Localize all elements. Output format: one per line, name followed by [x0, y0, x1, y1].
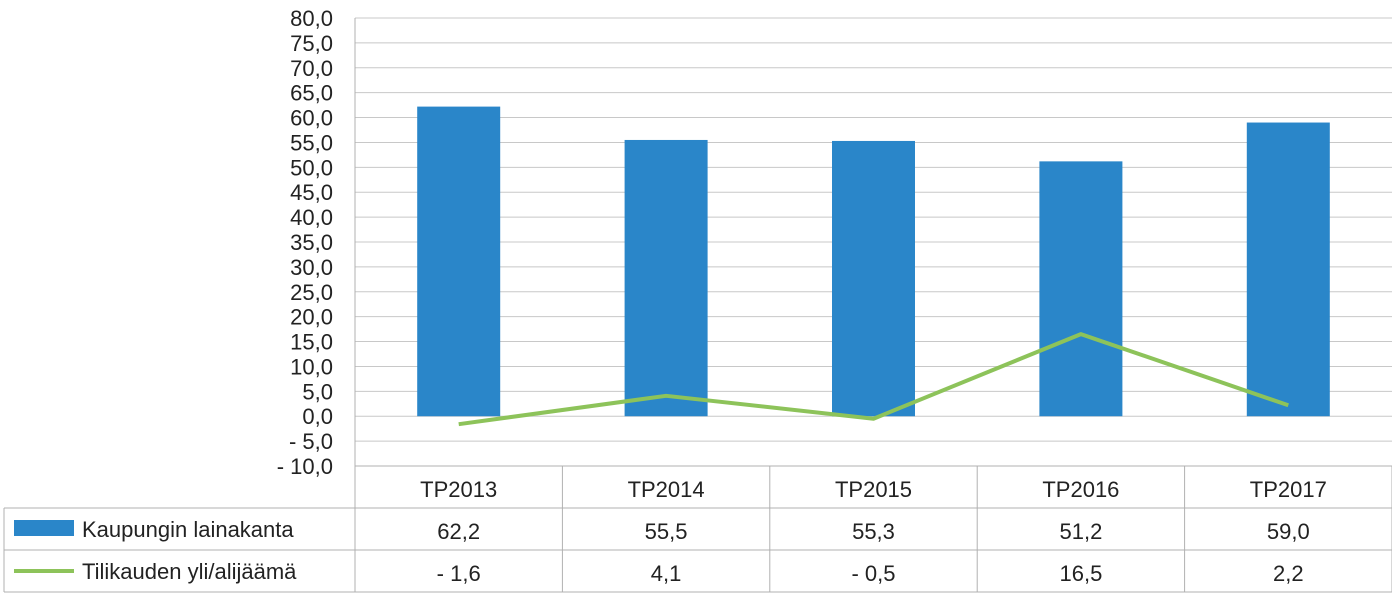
series-line: [458, 332, 1289, 427]
data-label: 4,1: [651, 561, 682, 586]
data-label: 51,2: [1059, 519, 1102, 544]
y-tick-label: 15,0: [290, 330, 333, 355]
data-label: 2,2: [1273, 561, 1304, 586]
category-label: TP2017: [1250, 477, 1327, 502]
y-tick-label: 5,0: [302, 379, 333, 404]
y-tick-label: 10,0: [290, 354, 333, 379]
y-tick-label: 50,0: [290, 155, 333, 180]
y-tick-label: 20,0: [290, 305, 333, 330]
y-tick-label: 80,0: [290, 6, 333, 31]
data-label: - 0,5: [851, 561, 895, 586]
y-tick-label: 65,0: [290, 81, 333, 106]
category-label: TP2016: [1042, 477, 1119, 502]
data-label: 62,2: [437, 519, 480, 544]
bar: [1246, 122, 1330, 417]
bar: [832, 140, 915, 417]
category-label: TP2014: [628, 477, 705, 502]
y-tick-label: 40,0: [290, 205, 333, 230]
y-tick-label: 70,0: [290, 56, 333, 81]
data-label: 55,3: [852, 519, 895, 544]
data-label: 55,5: [645, 519, 688, 544]
bar: [624, 139, 708, 417]
y-tick-label: 35,0: [290, 230, 333, 255]
line-series: [458, 332, 1289, 427]
data-label: 16,5: [1059, 561, 1102, 586]
y-tick-label: - 10,0: [277, 454, 333, 479]
category-label: TP2013: [420, 477, 497, 502]
bar: [1039, 161, 1123, 417]
y-tick-label: 25,0: [290, 280, 333, 305]
y-axis-ticks: - 10,0- 5,00,05,010,015,020,025,030,035,…: [277, 6, 333, 479]
y-tick-label: 45,0: [290, 180, 333, 205]
legend-label: Tilikauden yli/alijäämä: [82, 559, 297, 584]
legend-label: Kaupungin lainakanta: [82, 517, 294, 542]
bar: [417, 106, 501, 417]
category-label: TP2015: [835, 477, 912, 502]
y-tick-label: 75,0: [290, 31, 333, 56]
y-tick-label: - 5,0: [289, 429, 333, 454]
data-table: TP2013 TP2014 TP2015 TP2016 TP2017 Kaupungin …: [3, 465, 1392, 593]
y-tick-label: 60,0: [290, 106, 333, 131]
data-label: 59,0: [1267, 519, 1310, 544]
y-tick-label: 0,0: [302, 404, 333, 429]
y-tick-label: 30,0: [290, 255, 333, 280]
bar-series: [417, 106, 1330, 417]
data-label: - 1,6: [437, 561, 481, 586]
y-tick-label: 55,0: [290, 130, 333, 155]
legend-key-bar: [14, 520, 74, 536]
